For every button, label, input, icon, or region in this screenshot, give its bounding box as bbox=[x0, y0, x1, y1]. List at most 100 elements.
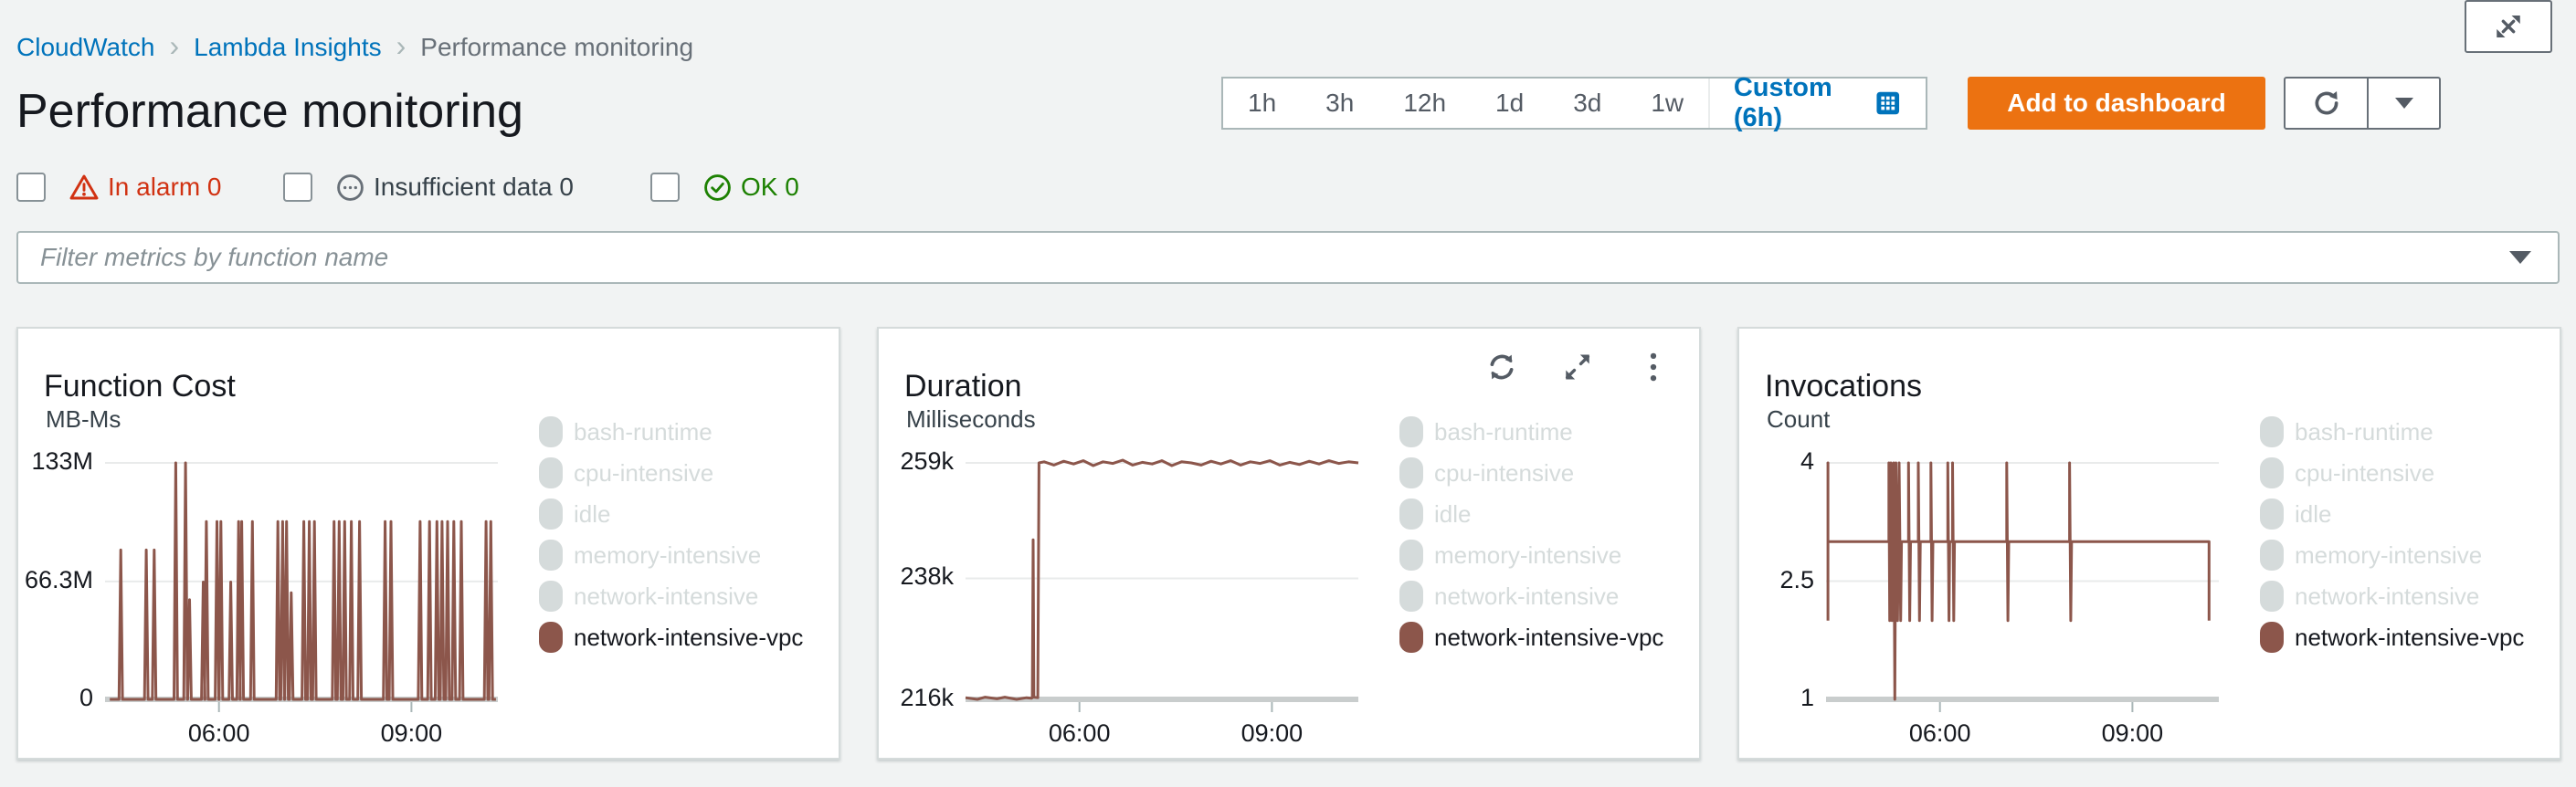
legend-item-network-intensive[interactable]: network-intensive bbox=[2260, 580, 2479, 613]
refresh-icon bbox=[2315, 90, 2338, 115]
legend-label: network-intensive-vpc bbox=[574, 623, 804, 651]
time-range-1w[interactable]: 1w bbox=[1651, 89, 1684, 117]
legend-item-network-intensive-vpc[interactable]: network-intensive-vpc bbox=[2260, 621, 2524, 654]
legend-item-network-intensive[interactable]: network-intensive bbox=[1399, 580, 1619, 613]
function-cost-chart[interactable] bbox=[105, 461, 498, 719]
legend-label: idle bbox=[1434, 499, 1472, 528]
time-range-3d[interactable]: 3d bbox=[1573, 89, 1602, 117]
chart-expand-button[interactable] bbox=[1557, 349, 1598, 385]
fullscreen-button[interactable] bbox=[2465, 0, 2552, 53]
refresh-options-button[interactable] bbox=[2368, 77, 2441, 130]
metric-filter-input[interactable] bbox=[18, 243, 2508, 272]
x-tick-label: 06:00 bbox=[1908, 719, 1971, 747]
invocations-plot[interactable] bbox=[1826, 461, 2219, 719]
filter-dropdown-button[interactable] bbox=[2508, 250, 2532, 265]
legend-label: memory-intensive bbox=[574, 540, 762, 569]
x-tick-label: 09:00 bbox=[2101, 719, 2164, 747]
legend-item-network-intensive[interactable]: network-intensive bbox=[539, 580, 758, 613]
legend-item-bash-runtime[interactable]: bash-runtime bbox=[1399, 415, 1573, 448]
time-range-1h[interactable]: 1h bbox=[1248, 89, 1277, 117]
custom-range-label: Custom (6h) bbox=[1733, 73, 1832, 132]
alarm-filter-insufficient: Insufficient data 0 bbox=[283, 170, 574, 205]
page-title: Performance monitoring bbox=[16, 85, 523, 138]
alarm-filter-ok: OK 0 bbox=[650, 170, 799, 205]
invocations-chart[interactable] bbox=[1826, 461, 2219, 719]
y-tick-label: 216k bbox=[900, 684, 954, 711]
refresh-split-button bbox=[2284, 77, 2441, 130]
legend-label: memory-intensive bbox=[1434, 540, 1622, 569]
y-axis-unit-label: MB-Ms bbox=[46, 405, 121, 433]
legend-swatch bbox=[1399, 416, 1423, 447]
y-axis-unit-label: Milliseconds bbox=[906, 405, 1036, 433]
alarm-triangle-icon bbox=[69, 174, 99, 200]
in-alarm-label: In alarm 0 bbox=[108, 173, 222, 201]
legend-label: cpu-intensive bbox=[1434, 458, 1575, 487]
legend-label: idle bbox=[574, 499, 611, 528]
legend-item-idle[interactable]: idle bbox=[2260, 498, 2331, 530]
breadcrumb-lambda-insights[interactable]: Lambda Insights bbox=[194, 33, 382, 61]
legend-item-memory-intensive[interactable]: memory-intensive bbox=[539, 539, 761, 572]
legend-swatch bbox=[539, 540, 563, 571]
legend-label: network-intensive bbox=[2295, 582, 2480, 610]
legend-label: idle bbox=[2295, 499, 2332, 528]
add-to-dashboard-button[interactable]: Add to dashboard bbox=[1968, 77, 2265, 130]
legend-item-memory-intensive[interactable]: memory-intensive bbox=[1399, 539, 1621, 572]
insufficient-data-checkbox[interactable] bbox=[283, 173, 312, 202]
time-range-divider bbox=[1708, 79, 1710, 128]
time-range-1d[interactable]: 1d bbox=[1495, 89, 1525, 117]
refresh-icon bbox=[1490, 354, 1514, 380]
time-range-3h[interactable]: 3h bbox=[1325, 89, 1355, 117]
breadcrumb-cloudwatch[interactable]: CloudWatch bbox=[16, 33, 155, 61]
legend-label: network-intensive-vpc bbox=[1434, 623, 1664, 651]
legend-item-cpu-intensive[interactable]: cpu-intensive bbox=[1399, 456, 1574, 489]
legend-item-network-intensive-vpc[interactable]: network-intensive-vpc bbox=[1399, 621, 1663, 654]
y-tick-label: 133M bbox=[31, 447, 93, 475]
legend-item-bash-runtime[interactable]: bash-runtime bbox=[539, 415, 713, 448]
legend-swatch bbox=[1399, 622, 1423, 653]
alarm-filter-row: In alarm 0 Insufficient data 0 OK 0 bbox=[0, 170, 2576, 205]
chevron-down-icon bbox=[2394, 98, 2413, 109]
x-tick-label: 06:00 bbox=[1048, 719, 1111, 747]
time-range-custom[interactable]: Custom (6h) bbox=[1710, 73, 1926, 132]
chevron-down-icon bbox=[2509, 251, 2531, 264]
function-cost-plot[interactable] bbox=[105, 461, 498, 719]
duration-plot[interactable] bbox=[965, 458, 1359, 719]
legend-label: network-intensive bbox=[574, 582, 759, 610]
chart-actions bbox=[1482, 349, 1673, 385]
duration-chart[interactable] bbox=[965, 458, 1359, 719]
alarm-filter-in-alarm: In alarm 0 bbox=[16, 170, 222, 205]
chart-title: Invocations bbox=[1765, 369, 1922, 404]
legend-swatch bbox=[539, 457, 563, 488]
legend-swatch bbox=[2260, 622, 2284, 653]
legend-item-idle[interactable]: idle bbox=[539, 498, 610, 530]
chart-refresh-button[interactable] bbox=[1482, 349, 1522, 385]
legend-item-memory-intensive[interactable]: memory-intensive bbox=[2260, 539, 2482, 572]
legend-item-network-intensive-vpc[interactable]: network-intensive-vpc bbox=[539, 621, 803, 654]
y-tick-label: 259k bbox=[900, 447, 954, 475]
y-tick-label: 66.3M bbox=[24, 565, 93, 593]
duration-card: Duration bbox=[877, 327, 1701, 760]
legend-swatch bbox=[539, 416, 563, 447]
legend-label: cpu-intensive bbox=[574, 458, 714, 487]
y-tick-label: 4 bbox=[1800, 447, 1814, 475]
legend-item-bash-runtime[interactable]: bash-runtime bbox=[2260, 415, 2433, 448]
x-tick-label: 09:00 bbox=[380, 719, 443, 747]
series-line-network-intensive-vpc bbox=[1826, 461, 2211, 701]
expand-icon bbox=[1565, 354, 1590, 380]
chart-menu-button[interactable] bbox=[1633, 349, 1673, 385]
legend-swatch bbox=[539, 581, 563, 612]
refresh-button[interactable] bbox=[2284, 77, 2368, 130]
legend-swatch bbox=[2260, 416, 2284, 447]
legend-item-cpu-intensive[interactable]: cpu-intensive bbox=[2260, 456, 2434, 489]
legend-item-cpu-intensive[interactable]: cpu-intensive bbox=[539, 456, 713, 489]
chart-title: Duration bbox=[904, 369, 1022, 404]
legend-item-idle[interactable]: idle bbox=[1399, 498, 1471, 530]
time-range-12h[interactable]: 12h bbox=[1403, 89, 1447, 117]
legend-swatch bbox=[2260, 540, 2284, 571]
legend-swatch bbox=[2260, 581, 2284, 612]
legend-label: bash-runtime bbox=[574, 417, 713, 446]
series-line-network-intensive-vpc bbox=[110, 461, 496, 701]
legend-swatch bbox=[1399, 581, 1423, 612]
in-alarm-checkbox[interactable] bbox=[16, 173, 46, 202]
ok-checkbox[interactable] bbox=[650, 173, 680, 202]
